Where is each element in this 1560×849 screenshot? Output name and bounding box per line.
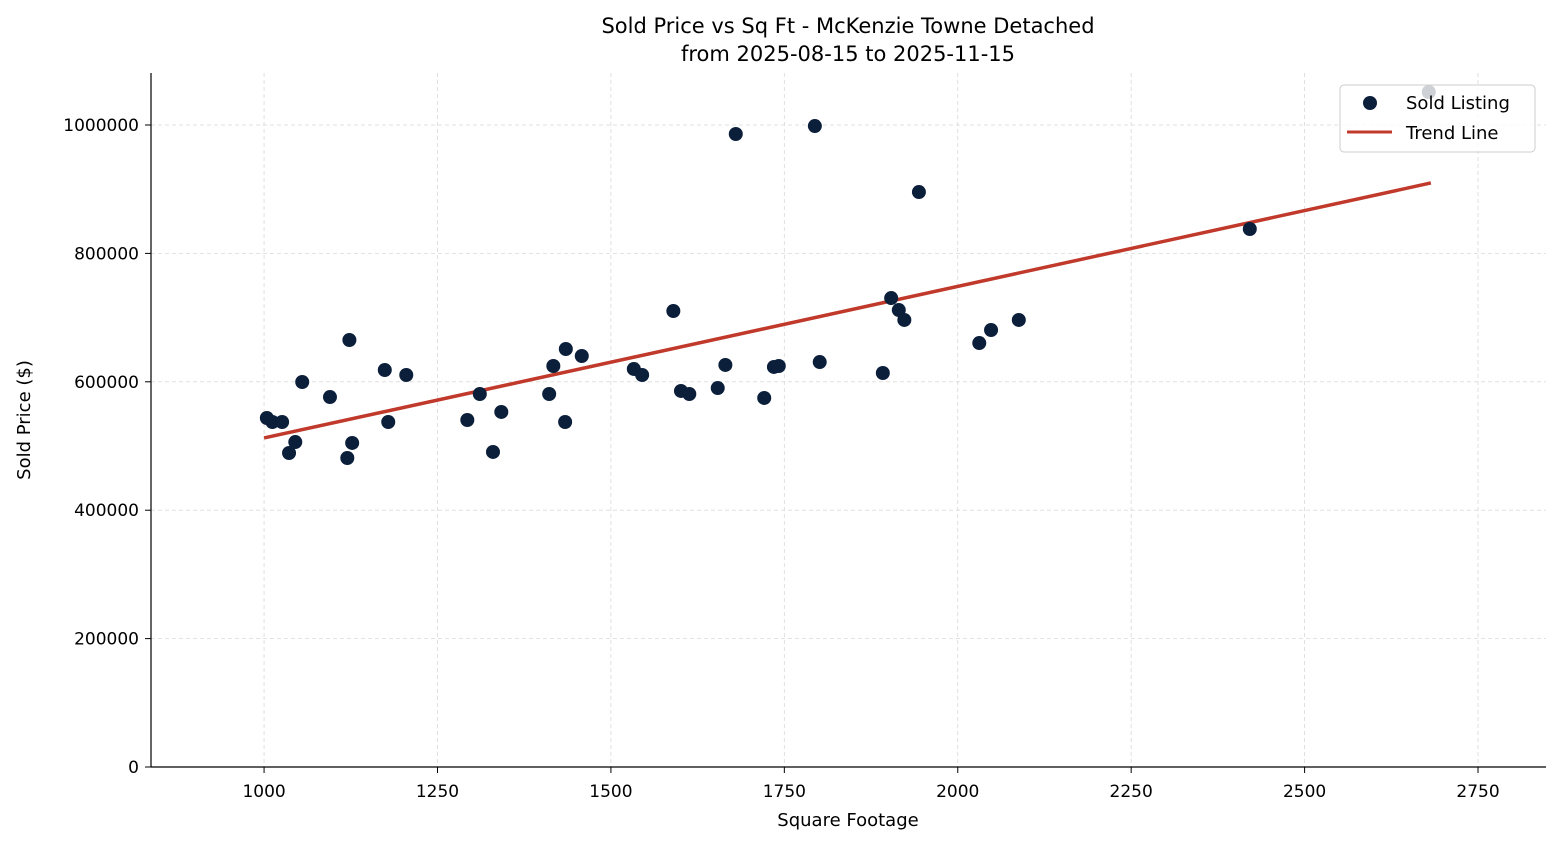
- sold-listing-point: [771, 359, 786, 374]
- chart-title: Sold Price vs Sq Ft - McKenzie Towne Det…: [601, 14, 1094, 38]
- sold-listing-point: [972, 336, 987, 351]
- points-layer: [259, 85, 1436, 466]
- sold-listing-point: [635, 367, 650, 382]
- sold-listing-point: [718, 357, 733, 372]
- sold-listing-point: [485, 444, 500, 459]
- sold-listing-point: [342, 333, 357, 348]
- x-tick-label: 2000: [936, 782, 979, 802]
- axes: 1000 1250 1500 1750 2000 2250 2500 2750 0 200000 4…: [63, 73, 1546, 802]
- y-tick-label: 800000: [74, 244, 139, 264]
- sold-listing-point: [757, 390, 772, 405]
- sold-listing-point: [558, 341, 573, 356]
- legend-label-sold-listing: Sold Listing: [1406, 93, 1510, 114]
- sold-listing-point: [984, 322, 999, 337]
- sold-listing-point: [542, 386, 557, 401]
- y-tick-label: 400000: [74, 501, 139, 521]
- sold-listing-point: [546, 359, 561, 374]
- sold-listing-point: [282, 445, 297, 460]
- sold-listing-point: [340, 451, 355, 466]
- x-tick-label: 1750: [763, 782, 806, 802]
- x-tick-label: 1000: [242, 782, 285, 802]
- y-tick-label: 200000: [74, 630, 139, 650]
- trend-line-layer: [263, 181, 1432, 440]
- sold-listing-point: [728, 126, 743, 141]
- legend-box: [1339, 84, 1536, 153]
- trend-line: [263, 181, 1432, 440]
- sold-listing-point: [1242, 222, 1257, 237]
- y-tick-label: 600000: [74, 373, 139, 393]
- sold-listing-point: [377, 362, 392, 377]
- sold-listing-point: [911, 185, 926, 200]
- sold-listing-point: [345, 435, 360, 450]
- sold-listing-point: [666, 303, 681, 318]
- sold-listing-point: [682, 386, 697, 401]
- sold-listing-point: [494, 404, 509, 419]
- sold-listing-point: [884, 291, 899, 306]
- sold-listing-point: [275, 414, 290, 429]
- x-tick-label: 1500: [589, 782, 632, 802]
- sold-listing-point: [875, 366, 890, 381]
- legend-marker-sold-listing: [1363, 96, 1377, 110]
- x-axis-label: Square Footage: [777, 810, 918, 831]
- y-axis-label: Sold Price ($): [14, 360, 35, 480]
- sold-listing-point: [574, 348, 589, 363]
- x-tick-label: 2250: [1110, 782, 1153, 802]
- grid: [151, 73, 1546, 768]
- sold-listing-point: [295, 374, 310, 389]
- x-tick-label: 2500: [1283, 782, 1326, 802]
- sold-listing-point: [710, 381, 725, 396]
- sold-listing-point: [1011, 312, 1026, 327]
- sold-listing-point: [399, 367, 414, 382]
- sold-listing-point: [322, 390, 337, 405]
- y-tick-label: 0: [128, 758, 139, 778]
- sold-listing-point: [558, 414, 573, 429]
- sold-listing-point: [381, 414, 396, 429]
- legend-label-trend-line: Trend Line: [1405, 123, 1499, 144]
- sold-listing-point: [807, 119, 822, 134]
- x-tick-label: 1250: [416, 782, 459, 802]
- y-tick-label: 1000000: [63, 116, 139, 136]
- legend: Sold Listing Trend Line: [1339, 84, 1536, 153]
- sold-listing-point: [472, 386, 487, 401]
- sold-listing-point: [288, 435, 303, 450]
- x-tick-label: 2750: [1456, 782, 1499, 802]
- chart-subtitle: from 2025-08-15 to 2025-11-15: [681, 42, 1015, 66]
- sold-listing-point: [897, 312, 912, 327]
- sold-listing-point: [812, 355, 827, 370]
- sold-listing-point: [460, 413, 475, 427]
- sold-listing-point: [265, 414, 280, 429]
